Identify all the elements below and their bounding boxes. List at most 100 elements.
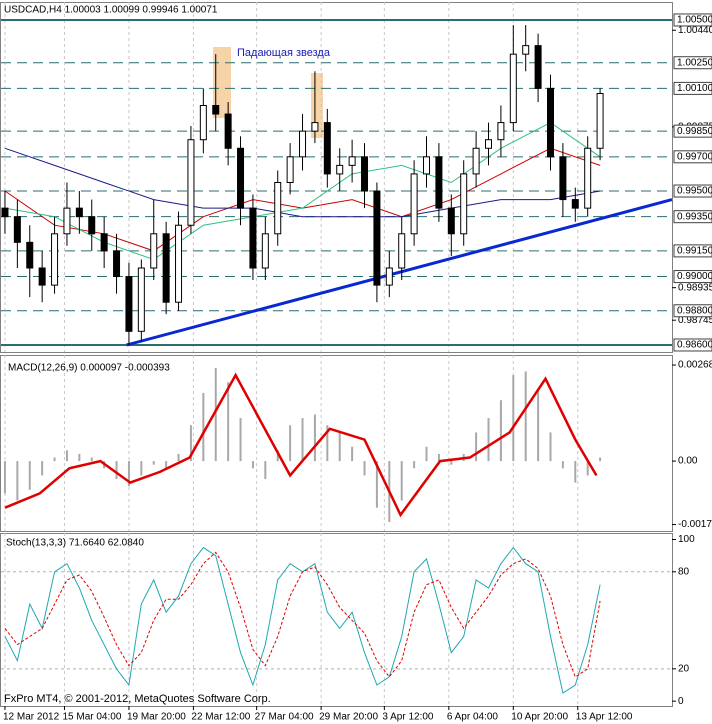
candle-body [522,45,530,55]
candle-body [497,122,505,141]
candle-body [571,199,579,209]
candle-body [162,233,170,303]
level-box [673,244,712,258]
y-tick-label: 0.00 [678,456,698,467]
y-tick-label: 100 [678,534,695,545]
highlight [213,47,231,118]
panel-frame [0,533,673,707]
level-box [673,338,712,352]
stoch-line [4,551,601,678]
candle-body [26,241,34,269]
x-tick-label: 12 Mar 2012 [3,712,60,723]
level-box [673,184,712,198]
candle-body [13,216,21,243]
level-box [673,270,712,284]
level-label: 1.00500 [677,15,712,26]
y-tick-label: 80 [678,566,690,577]
candle-body [410,173,418,235]
candle-body [286,156,294,183]
level-box [673,56,712,70]
macd-title: MACD(12,26,9) 0.000097 -0.000393 [8,363,170,374]
level-label: 1.00250 [677,57,712,68]
candle-body [509,53,517,124]
level-label: 0.98800 [677,305,712,316]
candle-body [596,93,604,149]
candle-body [546,87,554,158]
candle-body [336,164,344,175]
candle-body [361,156,369,192]
signal-line [4,372,598,518]
candle-body [261,233,269,269]
main-title: USDCAD,H4 1.00003 1.00099 0.99946 1.0007… [4,5,218,16]
candle-body [348,156,356,166]
candle-body [100,233,108,252]
candle-body [398,233,406,269]
candle-body [63,207,71,235]
candle-body [311,122,319,132]
y-tick-label: 20 [678,663,690,674]
y-tick-label: 1.00440 [678,25,712,36]
level-box [673,210,712,224]
x-tick-label: 19 Mar 20:00 [127,712,186,723]
stoch-title: Stoch(13,3,3) 71.6640 62.0840 [6,538,144,549]
level-box [673,13,712,27]
candle-body [125,276,133,332]
level-label: 0.99150 [677,246,712,257]
candle-body [385,267,393,286]
level-label: 0.99700 [677,151,712,162]
candle-body [175,224,183,303]
level-box [673,150,712,164]
candle-body [299,130,307,158]
candle-body [249,207,257,269]
candle-body [137,267,145,332]
y-tick-label: 0.00268 [678,360,712,371]
panel-frame [0,355,673,532]
candle-body [199,104,207,141]
candle-body [460,173,468,235]
candle-body [1,207,9,218]
annotation: Падающая звезда [237,47,331,59]
candle-body [274,181,282,235]
x-tick-label: 6 Apr 04:00 [447,712,499,723]
candle-body [423,156,431,175]
x-tick-label: 3 Apr 12:00 [382,712,434,723]
level-label: 0.99350 [677,211,712,222]
candle-body [237,147,245,209]
candle-body [212,104,220,115]
candle-body [113,250,121,278]
y-tick-label: 0 [678,696,684,707]
x-tick-label: 13 Apr 12:00 [576,712,633,723]
level-label: 1.00100 [677,83,712,94]
candle-body [38,267,46,286]
candle-body [224,113,232,149]
level-box [673,304,712,318]
y-tick-label: 0.98935 [678,282,712,293]
x-tick-label: 27 Mar 04:00 [255,712,314,723]
candle-body [472,147,480,175]
level-box [673,81,712,95]
x-tick-label: 22 Mar 12:00 [191,712,250,723]
level-label: 0.99500 [677,186,712,197]
moving-average [4,147,601,218]
copyright: FxPro MT4, © 2001-2012, MetaQuotes Softw… [4,693,271,705]
x-tick-label: 10 Apr 20:00 [511,712,568,723]
candle-body [75,207,83,218]
candle-body [373,190,381,286]
candle-body [187,139,195,226]
trend-line [126,198,673,347]
candle-body [51,233,59,286]
level-label: 0.98600 [677,340,712,351]
candle-body [150,233,158,269]
candle-body [447,207,455,235]
candle-body [584,147,592,209]
panel-frame [0,2,673,353]
highlight [311,73,323,138]
candle-body [323,122,331,175]
candle-body [559,156,567,201]
y-tick-label: 0.98745 [678,315,712,326]
level-label: 0.99000 [677,271,712,282]
y-tick-label: -0.00177 [678,519,712,530]
x-tick-label: 29 Mar 20:00 [319,712,378,723]
